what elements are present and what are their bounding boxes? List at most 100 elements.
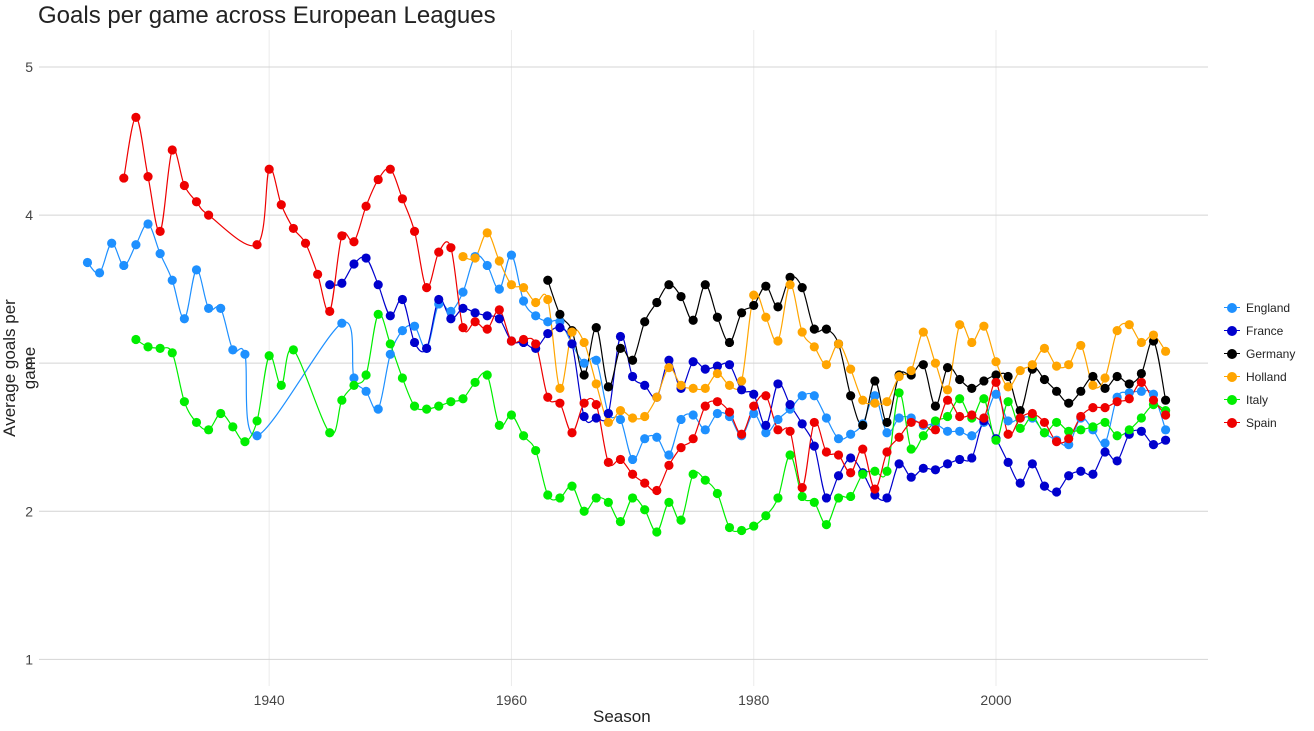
data-point-england (700, 425, 710, 435)
data-point-germany (1100, 383, 1110, 393)
data-point-holland (1088, 380, 1098, 390)
data-point-italy (942, 411, 953, 422)
data-point-spain (942, 395, 953, 405)
data-point-italy (797, 491, 807, 502)
data-point-spain (967, 410, 977, 420)
series-line-france (329, 256, 1166, 501)
data-point-spain (409, 226, 420, 236)
data-point-spain (506, 336, 517, 346)
data-point-holland (894, 371, 904, 382)
y-tick-label: 4 (25, 207, 33, 223)
data-point-spain (543, 392, 553, 402)
data-point-italy (434, 401, 444, 411)
data-point-spain (288, 223, 298, 234)
data-point-germany (737, 308, 747, 318)
data-point-england (664, 450, 674, 460)
data-point-england (627, 454, 638, 465)
data-point-germany (543, 275, 553, 285)
data-point-holland (531, 297, 541, 308)
data-point-spain (1161, 410, 1171, 420)
data-point-france (409, 337, 420, 348)
data-point-france (1148, 440, 1159, 450)
data-point-holland (773, 336, 783, 346)
data-point-france (458, 303, 468, 313)
data-point-france (349, 259, 359, 269)
data-point-italy (930, 416, 941, 426)
data-point-holland (1039, 343, 1050, 353)
data-point-italy (785, 450, 795, 460)
data-point-spain (591, 400, 601, 410)
data-point-holland (991, 357, 1001, 367)
data-point-germany (700, 280, 710, 290)
data-point-germany (712, 312, 722, 322)
data-point-holland (591, 379, 601, 389)
data-point-holland (470, 253, 480, 263)
legend-label: Germany (1246, 346, 1296, 361)
data-point-france (482, 311, 492, 321)
legend-label: Italy (1246, 392, 1269, 407)
data-point-holland (543, 294, 553, 305)
data-point-holland (724, 380, 735, 390)
data-point-france (664, 355, 674, 365)
data-point-germany (942, 363, 953, 373)
data-point-france (967, 453, 977, 463)
data-point-england (361, 386, 371, 396)
data-point-italy (846, 491, 856, 502)
data-point-italy (494, 420, 504, 430)
data-point-germany (1003, 371, 1013, 382)
data-point-france (1076, 466, 1086, 476)
data-point-italy (409, 401, 420, 411)
data-point-france (579, 411, 589, 422)
data-point-italy (1039, 428, 1050, 438)
data-point-holland (882, 397, 892, 407)
data-point-italy (1136, 413, 1146, 423)
data-point-england (482, 260, 492, 271)
data-point-spain (167, 145, 177, 155)
data-point-spain (1112, 397, 1122, 407)
data-point-spain (191, 197, 202, 207)
data-point-france (470, 308, 480, 318)
data-point-germany (603, 382, 613, 392)
data-point-germany (640, 317, 650, 327)
data-point-italy (761, 511, 771, 521)
data-point-germany (797, 283, 807, 293)
data-point-france (712, 361, 722, 371)
data-point-holland (749, 290, 759, 300)
legend-item-england: England (1224, 296, 1295, 319)
data-point-italy (518, 431, 529, 441)
data-point-italy (700, 475, 710, 485)
legend-item-france: France (1224, 319, 1295, 342)
data-point-holland (482, 228, 492, 238)
data-point-italy (1051, 417, 1062, 428)
data-point-germany (955, 374, 965, 385)
data-point-spain (264, 164, 274, 174)
data-point-england (955, 426, 965, 436)
data-point-england (228, 345, 238, 355)
y-tick-label: 3 (25, 355, 33, 371)
x-tick-label: 1960 (496, 692, 527, 708)
data-point-spain (676, 442, 686, 453)
data-point-germany (773, 302, 783, 312)
y-tick-label: 2 (25, 503, 33, 519)
data-point-holland (1100, 373, 1110, 383)
data-point-france (373, 280, 383, 290)
data-point-spain (555, 398, 565, 408)
data-point-england (688, 410, 698, 420)
data-point-england (82, 257, 93, 268)
x-axis-title: Season (593, 707, 651, 726)
data-point-spain (700, 401, 710, 411)
data-point-england (494, 284, 504, 294)
chart-title: Goals per game across European Leagues (38, 2, 496, 29)
data-point-holland (846, 364, 856, 374)
data-point-france (930, 465, 941, 475)
data-point-italy (1003, 397, 1013, 407)
data-point-england (591, 355, 601, 365)
tick-labels: 1940 1960 1980 2000 1 2 3 4 5 (25, 59, 1012, 708)
data-point-france (918, 463, 928, 473)
data-point-italy (191, 417, 202, 428)
data-point-spain (179, 180, 189, 191)
data-point-germany (930, 401, 941, 411)
series-line-england (87, 223, 1167, 461)
data-point-england (652, 432, 662, 442)
